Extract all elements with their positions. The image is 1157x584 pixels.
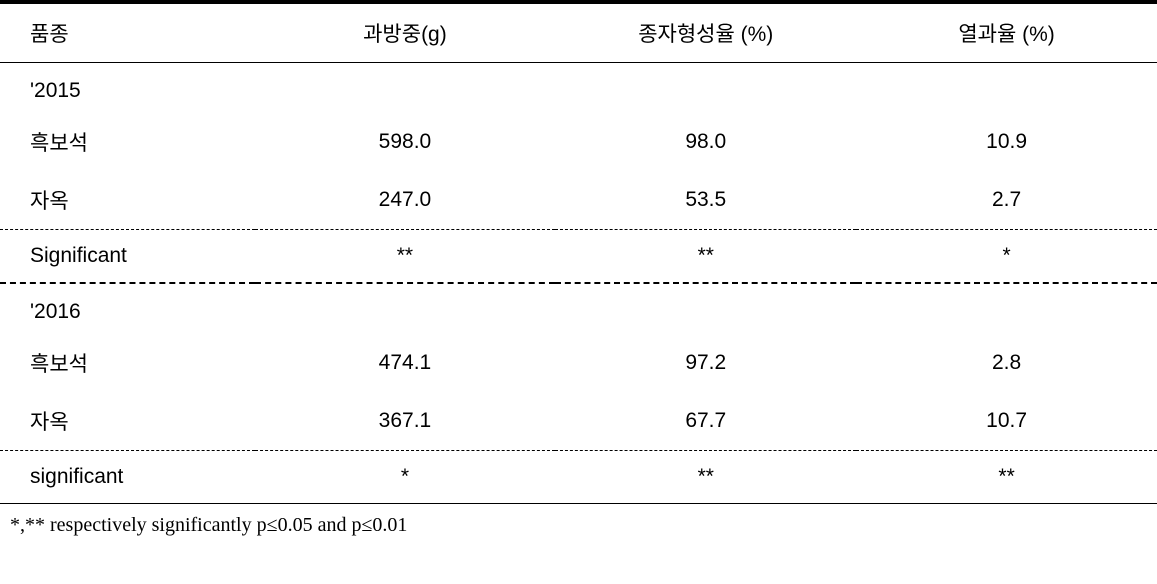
cell-value: 97.2 xyxy=(555,334,856,392)
variety-label: 흑보석 xyxy=(0,334,255,392)
cell-value: 10.9 xyxy=(856,113,1157,171)
data-table: 품종 과방중(g) 종자형성율 (%) 열과율 (%) '2015 흑보석 59… xyxy=(0,0,1157,504)
footnote-text: *,** respectively significantly p≤0.05 a… xyxy=(0,504,1157,537)
table-header-row: 품종 과방중(g) 종자형성율 (%) 열과율 (%) xyxy=(0,2,1157,63)
table-row: 자옥 367.1 67.7 10.7 xyxy=(0,392,1157,451)
cell-value: 53.5 xyxy=(555,171,856,230)
year-group-2015: '2015 xyxy=(0,63,1157,114)
significance-row-2016: significant * ** ** xyxy=(0,451,1157,504)
column-header-seed-rate: 종자형성율 (%) xyxy=(555,2,856,63)
cell-value: 474.1 xyxy=(255,334,556,392)
year-label: '2016 xyxy=(0,283,255,334)
column-header-weight: 과방중(g) xyxy=(255,2,556,63)
table-row: 자옥 247.0 53.5 2.7 xyxy=(0,171,1157,230)
year-label: '2015 xyxy=(0,63,255,114)
significance-marker: * xyxy=(856,230,1157,284)
cell-value: 67.7 xyxy=(555,392,856,451)
cell-value: 10.7 xyxy=(856,392,1157,451)
cell-value: 598.0 xyxy=(255,113,556,171)
variety-label: 흑보석 xyxy=(0,113,255,171)
significance-label: Significant xyxy=(0,230,255,284)
significance-label: significant xyxy=(0,451,255,504)
column-header-crack-rate: 열과율 (%) xyxy=(856,2,1157,63)
table-row: 흑보석 598.0 98.0 10.9 xyxy=(0,113,1157,171)
significance-marker: ** xyxy=(856,451,1157,504)
cell-value: 2.8 xyxy=(856,334,1157,392)
table-row: 흑보석 474.1 97.2 2.8 xyxy=(0,334,1157,392)
variety-label: 자옥 xyxy=(0,171,255,230)
significance-marker: ** xyxy=(255,230,556,284)
variety-label: 자옥 xyxy=(0,392,255,451)
year-group-2016: '2016 xyxy=(0,283,1157,334)
cell-value: 2.7 xyxy=(856,171,1157,230)
cell-value: 367.1 xyxy=(255,392,556,451)
table-container: 품종 과방중(g) 종자형성율 (%) 열과율 (%) '2015 흑보석 59… xyxy=(0,0,1157,537)
significance-marker: ** xyxy=(555,451,856,504)
significance-marker: ** xyxy=(555,230,856,284)
significance-row-2015: Significant ** ** * xyxy=(0,230,1157,284)
significance-marker: * xyxy=(255,451,556,504)
column-header-variety: 품종 xyxy=(0,2,255,63)
cell-value: 98.0 xyxy=(555,113,856,171)
cell-value: 247.0 xyxy=(255,171,556,230)
